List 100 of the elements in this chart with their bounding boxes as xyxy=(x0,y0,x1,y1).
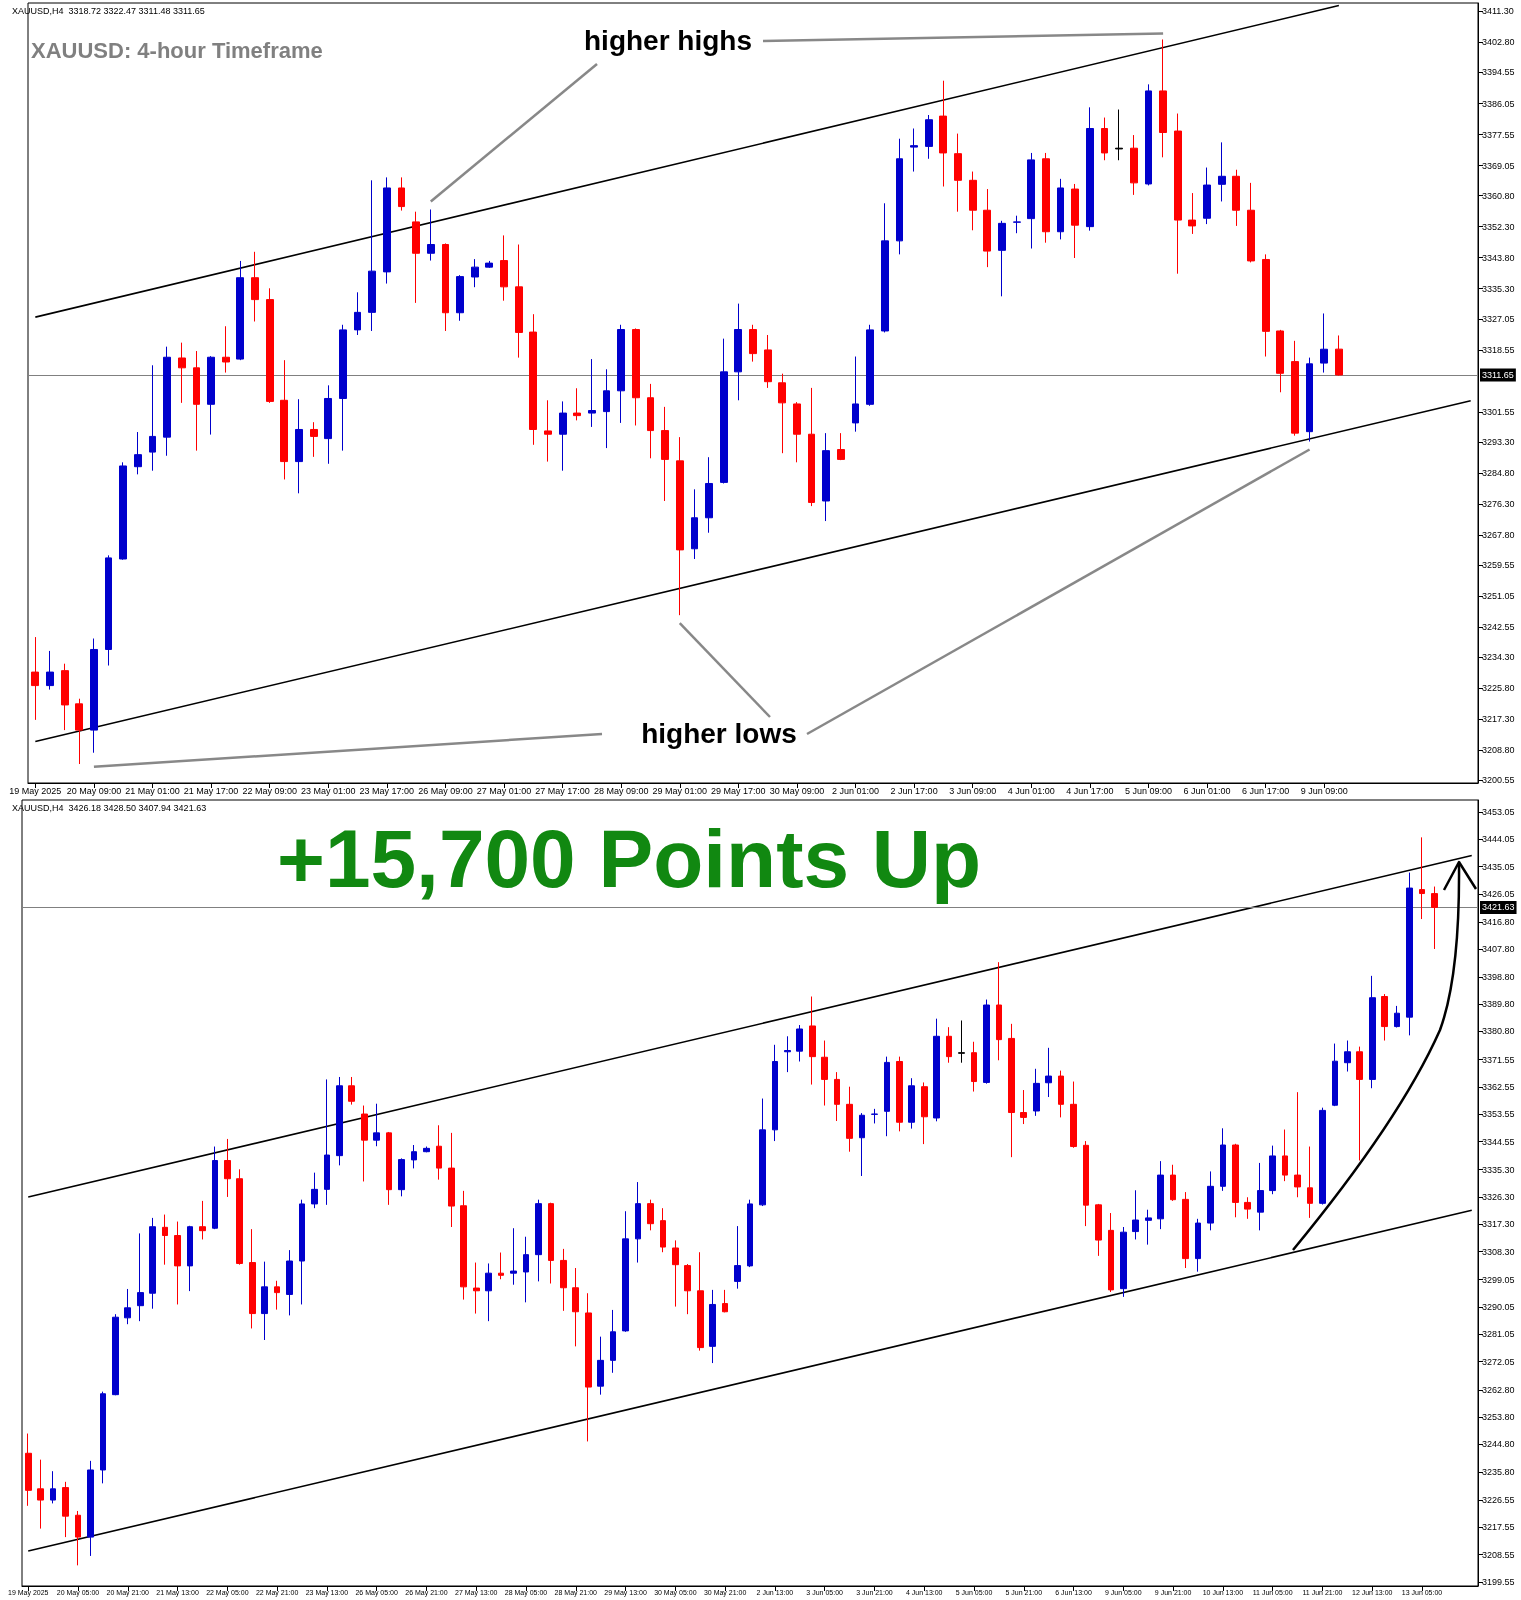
x-tick-label: 6 Jun 17:00 xyxy=(1242,785,1290,796)
candlestick xyxy=(617,324,625,424)
candlestick xyxy=(1220,1127,1226,1192)
chart-title: +15,700 Points Up xyxy=(277,812,982,904)
candlestick xyxy=(100,1391,106,1484)
candlestick xyxy=(187,1225,193,1292)
y-tick-label: 3327.05 xyxy=(1482,313,1515,324)
candlestick xyxy=(529,313,537,446)
candlestick xyxy=(610,1309,616,1374)
candlestick xyxy=(473,1262,480,1315)
candlestick xyxy=(112,1313,119,1396)
candlestick xyxy=(31,636,39,721)
candlestick xyxy=(573,387,581,421)
candlestick xyxy=(412,211,420,304)
y-tick-label: 3335.30 xyxy=(1482,1164,1515,1175)
candlestick xyxy=(1218,141,1226,202)
candlestick xyxy=(1394,1005,1400,1028)
y-tick-label: 3281.05 xyxy=(1482,1329,1515,1340)
y-tick-label: 3394.55 xyxy=(1482,67,1515,78)
candlestick xyxy=(75,698,83,765)
candlestick xyxy=(348,1076,355,1106)
y-tick-label: 3200.55 xyxy=(1482,775,1515,786)
candlestick xyxy=(1070,1081,1077,1149)
candlestick xyxy=(1145,1209,1152,1246)
candlestick xyxy=(884,1056,890,1137)
candlestick xyxy=(1174,113,1182,275)
x-tick-label: 4 Jun 01:00 xyxy=(1007,785,1055,796)
candlestick xyxy=(339,324,347,452)
candlestick xyxy=(1269,1145,1276,1195)
candlestick xyxy=(588,358,596,428)
candlestick xyxy=(119,461,127,561)
candlestick xyxy=(1282,1129,1288,1182)
candlestick xyxy=(1203,167,1211,225)
x-tick-label: 5 Jun 09:00 xyxy=(1124,785,1172,796)
candlestick xyxy=(174,1221,181,1305)
y-tick-label: 3318.55 xyxy=(1482,344,1515,355)
candlestick xyxy=(697,1251,704,1352)
candlestick xyxy=(398,1157,405,1197)
candlestick xyxy=(383,176,391,285)
candlestick xyxy=(311,1172,318,1209)
candlestick xyxy=(134,431,142,475)
candlestick xyxy=(809,996,816,1086)
candlestick xyxy=(1406,872,1413,1036)
candlestick xyxy=(236,1168,243,1266)
candlestick xyxy=(324,384,332,465)
candlestick xyxy=(969,171,977,231)
candlestick xyxy=(1307,1146,1313,1219)
chart-subtitle: XAUUSD,H4 3318.72 3322.47 3311.48 3311.65 xyxy=(12,5,205,16)
candlestick xyxy=(871,1108,878,1124)
candlestick xyxy=(720,338,728,484)
candlestick xyxy=(427,208,435,262)
y-tick-label: 3369.05 xyxy=(1482,160,1515,171)
candlestick xyxy=(1058,1070,1064,1118)
candlestick xyxy=(1344,1040,1351,1073)
candlestick xyxy=(896,1056,903,1132)
candlestick xyxy=(560,1248,567,1312)
y-tick-label: 3377.55 xyxy=(1482,129,1515,140)
y-tick-label: 3317.30 xyxy=(1482,1219,1515,1230)
x-tick-label: 19 May 2025 xyxy=(9,785,62,796)
candlestick xyxy=(837,432,845,461)
x-tick-label: 2 Jun 01:00 xyxy=(832,785,880,796)
y-tick-label: 3301.55 xyxy=(1482,406,1515,417)
candlestick xyxy=(672,1239,679,1308)
candlestick xyxy=(910,128,918,173)
candlestick xyxy=(50,1470,56,1504)
candlestick xyxy=(585,1292,592,1442)
candlestick xyxy=(852,356,859,433)
x-tick-label: 29 May 01:00 xyxy=(652,785,708,796)
candlestick xyxy=(1159,38,1167,158)
candlestick xyxy=(1294,1091,1301,1198)
candlestick xyxy=(1071,183,1079,259)
candlestick xyxy=(295,398,303,494)
candlestick xyxy=(1145,83,1152,186)
y-tick-label: 3259.55 xyxy=(1482,560,1515,571)
candlestick xyxy=(1369,975,1376,1089)
candlestick xyxy=(822,432,830,522)
y-tick-label: 3276.30 xyxy=(1482,498,1515,509)
candlestick xyxy=(336,1076,343,1166)
y-tick-label: 3308.30 xyxy=(1482,1246,1515,1257)
candlestick xyxy=(222,325,230,374)
candlestick xyxy=(946,1026,952,1064)
candlestick xyxy=(881,202,889,333)
candlestick xyxy=(149,1217,156,1310)
candlestick xyxy=(734,1225,741,1290)
y-tick-label: 3262.80 xyxy=(1482,1384,1515,1395)
candlestick xyxy=(1332,1043,1338,1107)
candlestick xyxy=(622,1210,629,1333)
candlestick xyxy=(498,1252,504,1280)
candlestick xyxy=(1244,1196,1251,1220)
y-tick-label: 3208.80 xyxy=(1482,745,1515,756)
candlestick xyxy=(62,1481,69,1538)
candlestick xyxy=(983,999,990,1085)
candlestick xyxy=(386,1131,392,1206)
candlestick xyxy=(354,291,361,336)
candlestick xyxy=(647,1199,654,1231)
candlestick xyxy=(1008,1023,1015,1158)
y-tick-label: 3293.30 xyxy=(1482,436,1515,447)
y-tick-label: 3284.80 xyxy=(1482,467,1515,478)
candlestick xyxy=(661,406,669,502)
candlestick xyxy=(691,488,698,560)
